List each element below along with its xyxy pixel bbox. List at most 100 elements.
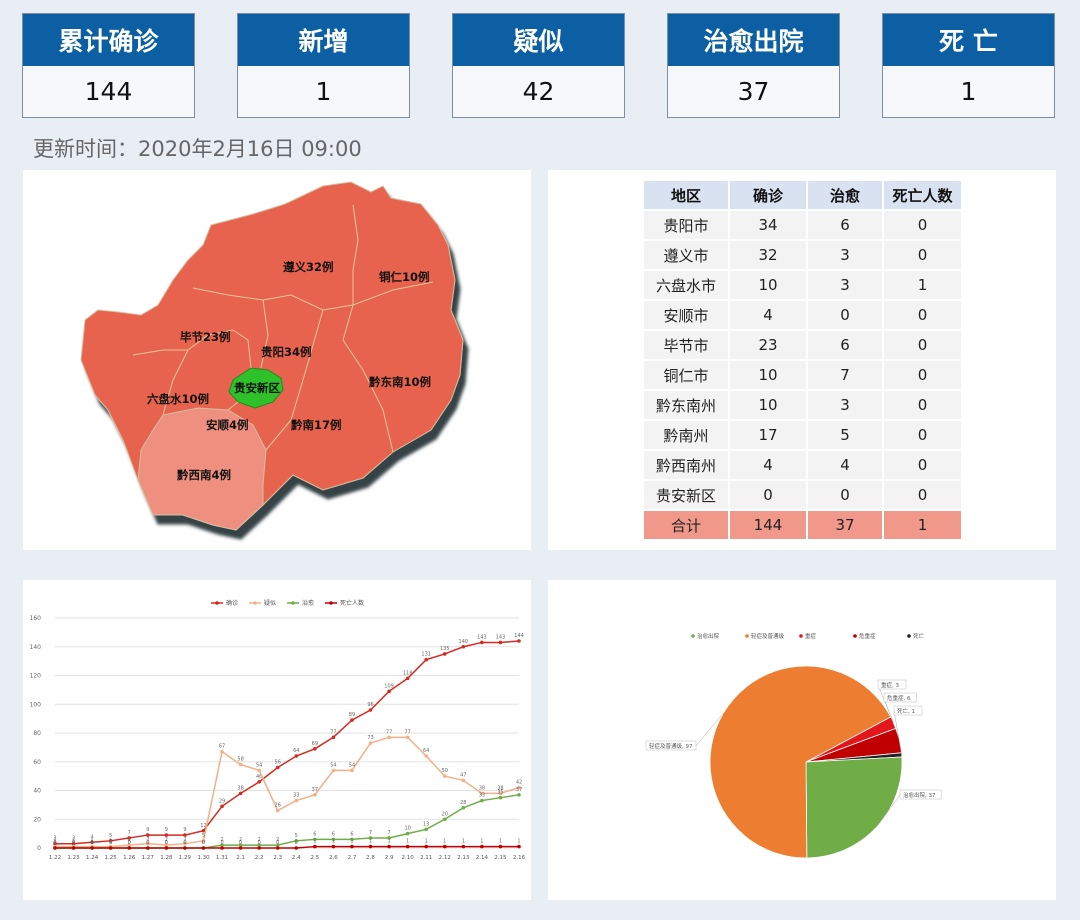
slice-label: 死亡, 1 [897, 707, 915, 715]
data-label: 29 [219, 798, 225, 804]
data-label: 35 [497, 790, 503, 796]
data-label: 0 [202, 840, 205, 846]
table-cell: 4 [730, 301, 806, 329]
legend-label: 治愈出院 [697, 632, 720, 640]
table-row: 安顺市 4 0 0 [644, 301, 961, 329]
data-label: 0 [128, 840, 131, 846]
slice-label: 轻症及普通级, 97 [649, 742, 693, 750]
data-label: 1 [462, 839, 465, 845]
data-point [480, 798, 484, 803]
data-label: 0 [165, 840, 168, 846]
data-label: 2 [165, 837, 168, 843]
legend-marker [799, 634, 803, 638]
data-point [368, 836, 373, 840]
data-label: 77 [404, 729, 410, 735]
x-tick-label: 2.13 [457, 855, 470, 861]
legend-label: 轻症及普通级 [751, 632, 785, 640]
data-point [480, 844, 484, 849]
data-point [183, 833, 187, 837]
data-label: 6 [350, 831, 353, 837]
data-point [498, 844, 503, 849]
data-label: 10 [404, 826, 410, 832]
x-tick-label: 2.10 [402, 855, 415, 861]
stat-value: 37 [737, 77, 770, 106]
data-label: 54 [256, 762, 262, 768]
data-label: 0 [128, 840, 131, 846]
table-cell: 毕节市 [644, 331, 728, 359]
table-row: 贵阳市 34 6 0 [644, 211, 961, 239]
data-label: 1 [517, 839, 520, 845]
data-point [387, 689, 391, 694]
data-point [350, 844, 354, 849]
table-cell: 安顺市 [644, 301, 728, 329]
table-row: 黔西南州 4 4 0 [644, 451, 961, 479]
data-label: 7 [387, 830, 390, 836]
map-label-guian: 贵安新区 [234, 381, 280, 395]
data-point [294, 754, 299, 758]
y-tick-label: 80 [33, 730, 41, 737]
data-point [424, 827, 429, 832]
data-point [201, 846, 206, 850]
x-tick-label: 2.9 [385, 855, 394, 861]
x-tick-label: 2.7 [348, 855, 357, 861]
data-label: 0 [109, 840, 112, 846]
data-label: 46 [256, 774, 262, 780]
y-tick-label: 100 [30, 701, 42, 708]
x-tick-label: 1.29 [179, 855, 192, 861]
stat-card-recovered: 治愈出院 37 [667, 13, 840, 118]
data-label: 1 [72, 839, 75, 845]
x-tick-label: 1.28 [160, 855, 173, 861]
column-header-confirmed: 确诊 [730, 181, 806, 209]
data-point [442, 652, 447, 656]
table-cell: 1 [884, 511, 961, 539]
data-label: 109 [384, 683, 394, 689]
data-label: 0 [146, 840, 149, 846]
data-label: 54 [330, 762, 336, 768]
data-label: 143 [477, 634, 487, 640]
stat-value: 1 [315, 77, 332, 106]
data-label: 0 [72, 840, 75, 846]
data-point [257, 846, 261, 850]
legend-label: 重症 [805, 632, 817, 640]
x-tick-label: 1.27 [142, 855, 155, 861]
table-cell: 铜仁市 [644, 361, 728, 389]
data-point [313, 747, 317, 751]
legend-label: 死亡 [913, 632, 925, 640]
map-region-qianxinan [137, 407, 267, 531]
table-panel: 地区 确诊 治愈 死亡人数 贵阳市 34 6 0 遵义市 32 3 0 六盘水市 10 3 1 安顺市 4… [548, 170, 1056, 550]
data-point [294, 846, 299, 850]
data-label: 38 [497, 785, 503, 791]
data-point [164, 833, 169, 837]
column-header-recovered: 治愈 [808, 181, 882, 209]
slice-label: 重症, 3 [881, 681, 899, 689]
data-label: 1 [406, 839, 409, 845]
legend-label: 死亡人数 [340, 599, 364, 607]
table-cell: 黔东南州 [644, 391, 728, 419]
map-labels: 遵义32例 铜仁10例 毕节23例 贵阳34例 贵安新区 六盘水10例 黔东南1… [147, 260, 431, 482]
data-label: 0 [72, 840, 75, 846]
table-cell: 0 [884, 241, 961, 269]
x-tick-label: 2.16 [513, 855, 526, 861]
table-cell: 144 [730, 511, 806, 539]
table-cell: 0 [808, 301, 882, 329]
data-label: 131 [421, 652, 431, 658]
map-label-zunyi: 遵义32例 [283, 260, 334, 274]
data-point [220, 804, 224, 809]
data-label: 47 [460, 772, 466, 778]
data-label: 135 [440, 646, 450, 652]
data-label: 2 [258, 837, 261, 843]
data-label: 1 [109, 839, 112, 845]
data-label: 0 [91, 840, 94, 846]
data-label: 0 [220, 840, 223, 846]
data-point [387, 844, 391, 849]
data-label: 2 [239, 837, 242, 843]
data-label: 0 [295, 840, 298, 846]
data-point [238, 791, 243, 796]
table-cell: 0 [884, 211, 961, 239]
data-point [350, 768, 354, 773]
series-line [55, 736, 520, 848]
data-label: 33 [293, 793, 299, 799]
table-row: 黔东南州 10 3 0 [644, 391, 961, 419]
table-cell: 遵义市 [644, 241, 728, 269]
